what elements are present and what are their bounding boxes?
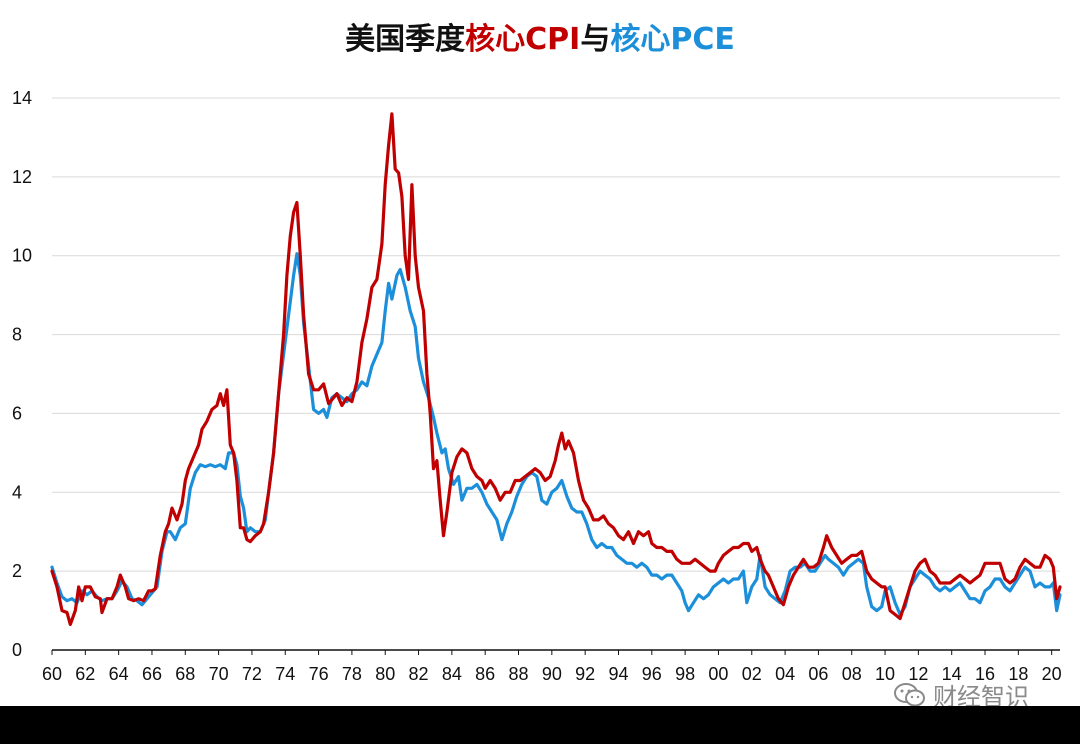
y-axis-ticks: 0 2 4 6 8 10 12 14 — [12, 88, 32, 660]
x-tick-label: 62 — [75, 664, 95, 684]
x-tick-label: 76 — [309, 664, 329, 684]
y-tick-label: 0 — [12, 640, 22, 660]
x-tick-label: 00 — [708, 664, 728, 684]
x-tick-label: 64 — [109, 664, 129, 684]
series-line-core-pce — [50, 252, 1062, 617]
x-tick-label: 82 — [409, 664, 429, 684]
title-part-and: 与 — [580, 22, 611, 57]
x-tick-label: 72 — [242, 664, 262, 684]
x-tick-label: 98 — [675, 664, 695, 684]
y-tick-label: 12 — [12, 167, 32, 187]
x-tick-label: 14 — [942, 664, 962, 684]
x-tick-label: 70 — [209, 664, 229, 684]
y-tick-label: 4 — [12, 482, 22, 502]
x-tick-label: 60 — [42, 664, 62, 684]
x-tick-label: 66 — [142, 664, 162, 684]
title-part-core-pce: 核心PCE — [610, 22, 735, 57]
series-line-core-cpi — [50, 112, 1062, 626]
x-axis-ticks: 60 62 64 66 68 70 72 74 76 78 80 82 84 86 88 90 92 94 96 98… — [42, 650, 1062, 684]
x-tick-label: 12 — [908, 664, 928, 684]
x-tick-label: 96 — [642, 664, 662, 684]
x-tick-label: 94 — [608, 664, 628, 684]
y-tick-label: 10 — [12, 246, 32, 266]
x-tick-label: 18 — [1008, 664, 1028, 684]
x-tick-label: 06 — [808, 664, 828, 684]
x-tick-label: 78 — [342, 664, 362, 684]
x-tick-label: 68 — [175, 664, 195, 684]
y-tick-label: 2 — [12, 561, 22, 581]
x-tick-label: 02 — [742, 664, 762, 684]
x-tick-label: 84 — [442, 664, 462, 684]
x-tick-label: 86 — [475, 664, 495, 684]
chart-title: 美国季度核心CPI与核心PCE — [0, 14, 1080, 58]
x-tick-label: 90 — [542, 664, 562, 684]
x-tick-label: 10 — [875, 664, 895, 684]
x-tick-label: 08 — [842, 664, 862, 684]
x-tick-label: 04 — [775, 664, 795, 684]
title-part-core-cpi: 核心CPI — [465, 22, 581, 57]
x-tick-label: 92 — [575, 664, 595, 684]
y-tick-label: 6 — [12, 403, 22, 423]
footer-bar — [0, 706, 1080, 744]
wechat-icon — [894, 682, 925, 706]
y-tick-label: 8 — [12, 325, 22, 345]
x-tick-label: 16 — [975, 664, 995, 684]
x-tick-label: 80 — [375, 664, 395, 684]
x-tick-label: 20 — [1042, 664, 1062, 684]
x-tick-label: 88 — [508, 664, 528, 684]
title-part-1: 美国季度 — [345, 22, 466, 57]
series-lines — [50, 112, 1062, 626]
gridlines — [52, 97, 1060, 651]
x-tick-label: 74 — [275, 664, 295, 684]
y-tick-label: 14 — [12, 88, 32, 108]
